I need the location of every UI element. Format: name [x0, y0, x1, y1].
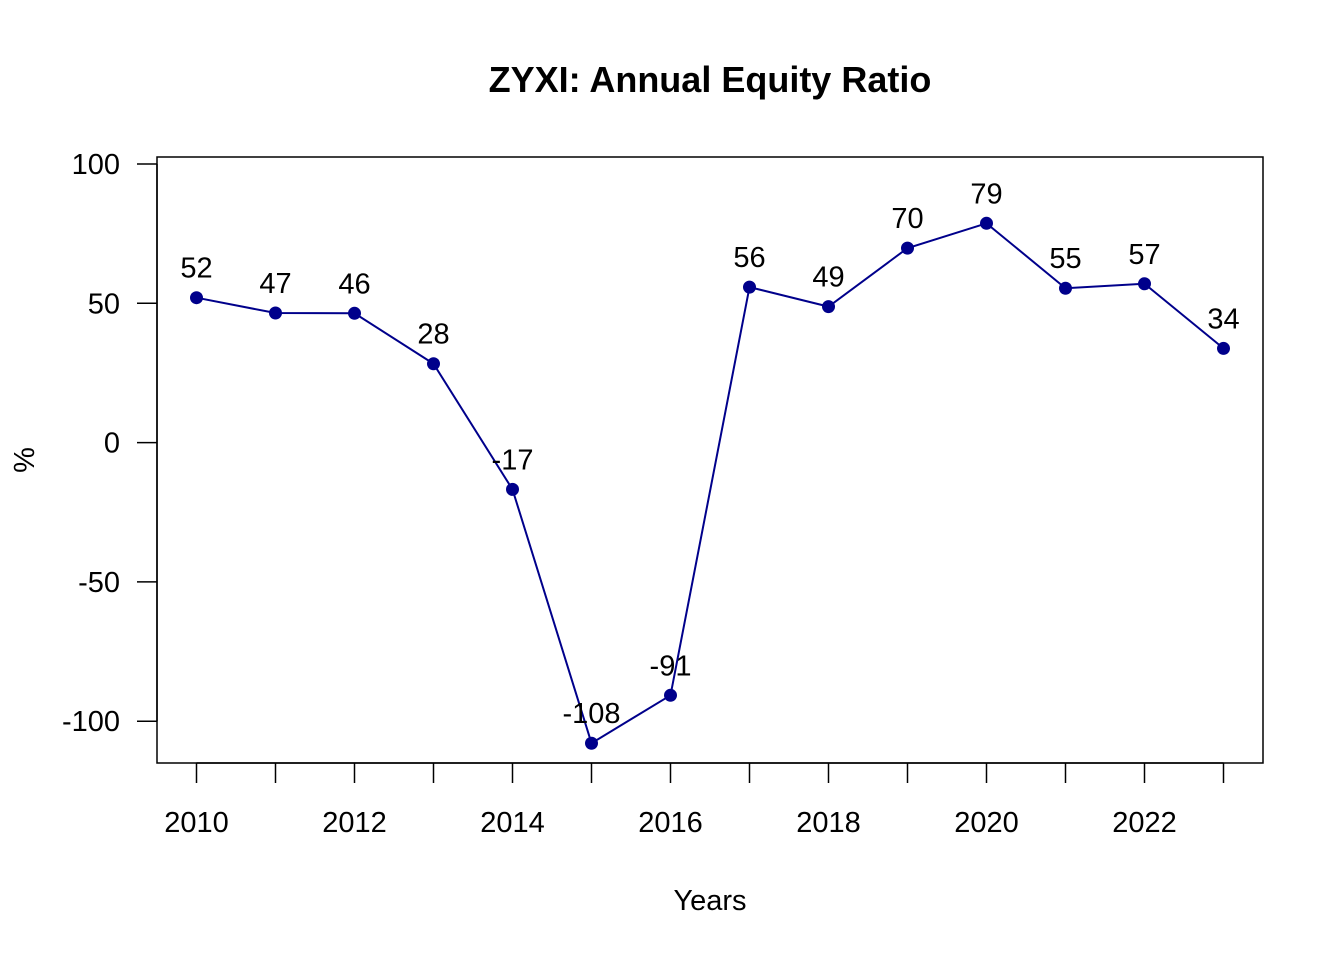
- data-point: [822, 300, 835, 314]
- data-label: 52: [180, 253, 212, 285]
- y-axis-title: %: [9, 447, 41, 473]
- x-tick-label: 2016: [638, 807, 703, 839]
- y-tick-label: 100: [72, 149, 120, 181]
- data-label: 70: [891, 203, 923, 235]
- data-point: [427, 357, 440, 371]
- y-axis: -100 -50 0 50 100: [62, 149, 158, 738]
- data-label: 79: [970, 178, 1002, 210]
- x-axis-title: Years: [673, 885, 746, 917]
- data-label: 47: [259, 268, 291, 300]
- data-point: [190, 291, 203, 305]
- data-label: 46: [338, 268, 370, 300]
- x-tick-label: 2010: [164, 807, 229, 839]
- data-point: [1059, 281, 1072, 295]
- data-point: [506, 482, 519, 496]
- data-point: [743, 280, 756, 294]
- x-tick-label: 2020: [954, 807, 1019, 839]
- data-label: 55: [1049, 243, 1081, 275]
- data-point: [980, 216, 993, 230]
- data-label: -17: [492, 444, 534, 476]
- x-axis: 2010 2012 2014 2016 2018 2020 2022: [164, 762, 1225, 839]
- plot-frame: [156, 156, 1264, 764]
- data-point: [585, 736, 598, 750]
- data-label: 56: [733, 242, 765, 274]
- data-label: -108: [562, 698, 620, 730]
- data-label: 57: [1128, 239, 1160, 271]
- data-label: 34: [1207, 303, 1239, 335]
- data-point: [1217, 341, 1230, 355]
- data-point: [1138, 277, 1151, 291]
- x-tick-label: 2018: [796, 807, 861, 839]
- y-tick-label: -50: [78, 567, 120, 599]
- data-label: 49: [812, 262, 844, 294]
- data-point: [348, 306, 361, 320]
- y-tick-label: 50: [88, 288, 120, 320]
- x-tick-label: 2022: [1112, 807, 1177, 839]
- data-point: [901, 241, 914, 255]
- data-point: [664, 688, 677, 702]
- chart-title: ZYXI: Annual Equity Ratio: [489, 59, 932, 100]
- y-tick-label: 0: [104, 428, 120, 460]
- data-label: -91: [650, 650, 692, 682]
- y-tick-label: -100: [62, 706, 120, 738]
- data-point: [269, 306, 282, 320]
- x-tick-label: 2014: [480, 807, 545, 839]
- x-tick-label: 2012: [322, 807, 387, 839]
- series-line: [196, 222, 1225, 745]
- series-layer: 52 47 46 28 -17 -108 -91 56 49 70 79 55 57 34: [180, 178, 1240, 750]
- data-label: 28: [417, 319, 449, 351]
